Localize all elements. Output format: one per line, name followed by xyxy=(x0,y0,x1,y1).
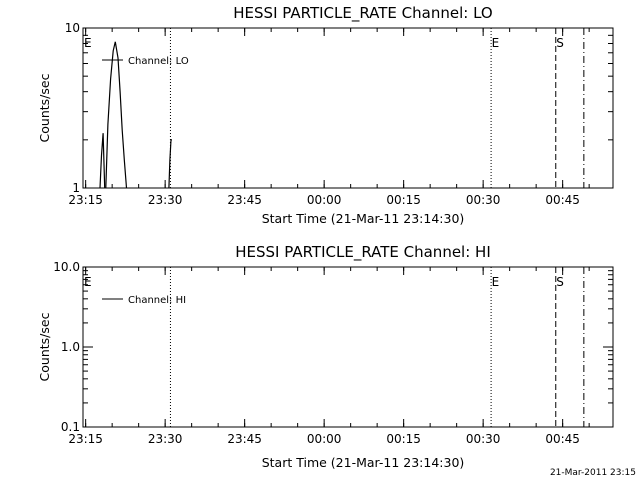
event-label: E xyxy=(84,36,92,50)
series-line xyxy=(99,133,106,189)
event-label: E xyxy=(492,275,500,289)
x-axis-label: Start Time (21-Mar-11 23:14:30) xyxy=(262,455,465,470)
plot-frame xyxy=(82,27,614,189)
legend-label: Channel: HI xyxy=(128,295,186,306)
event-label: E xyxy=(84,275,92,289)
x-tick-label: 00:15 xyxy=(386,432,421,446)
x-tick-label: 23:45 xyxy=(227,193,262,207)
chart-panel-1: HESSI PARTICLE_RATE Channel: HI Start Tim… xyxy=(37,243,614,470)
x-tick-label: 00:30 xyxy=(466,432,501,446)
series-line xyxy=(168,139,172,189)
x-axis-label: Start Time (21-Mar-11 23:14:30) xyxy=(262,211,465,226)
x-tick-label: 23:30 xyxy=(148,432,183,446)
x-tick-label: 00:00 xyxy=(307,432,342,446)
y-axis-label: Counts/sec xyxy=(37,73,52,142)
event-label: S xyxy=(556,275,564,289)
x-tick-label: 00:30 xyxy=(466,193,501,207)
series-line xyxy=(105,41,128,189)
y-tick-label: 0.1 xyxy=(61,420,80,434)
x-tick-label: 23:15 xyxy=(68,432,103,446)
y-axis-label: Counts/sec xyxy=(37,312,52,381)
x-tick-label: 00:45 xyxy=(545,193,580,207)
event-label: S xyxy=(556,36,564,50)
event-label: E xyxy=(492,36,500,50)
x-tick-label: 23:30 xyxy=(148,193,183,207)
chart-title: HESSI PARTICLE_RATE Channel: HI xyxy=(235,243,491,262)
y-tick-label: 10 xyxy=(65,21,80,35)
legend-label: Channel: LO xyxy=(128,56,189,67)
chart-title: HESSI PARTICLE_RATE Channel: LO xyxy=(233,4,492,23)
x-tick-label: 00:45 xyxy=(545,432,580,446)
y-tick-label: 1.0 xyxy=(61,340,80,354)
y-tick-label: 1 xyxy=(72,181,80,195)
x-tick-label: 23:15 xyxy=(68,193,103,207)
x-tick-label: 00:15 xyxy=(386,193,421,207)
y-tick-label: 10.0 xyxy=(53,260,80,274)
chart-panel-0: HESSI PARTICLE_RATE Channel: LO Start Tim… xyxy=(37,4,614,226)
footer-timestamp: 21-Mar-2011 23:15 xyxy=(550,468,636,478)
x-tick-label: 23:45 xyxy=(227,432,262,446)
plot-frame xyxy=(82,266,614,428)
x-tick-label: 00:00 xyxy=(307,193,342,207)
